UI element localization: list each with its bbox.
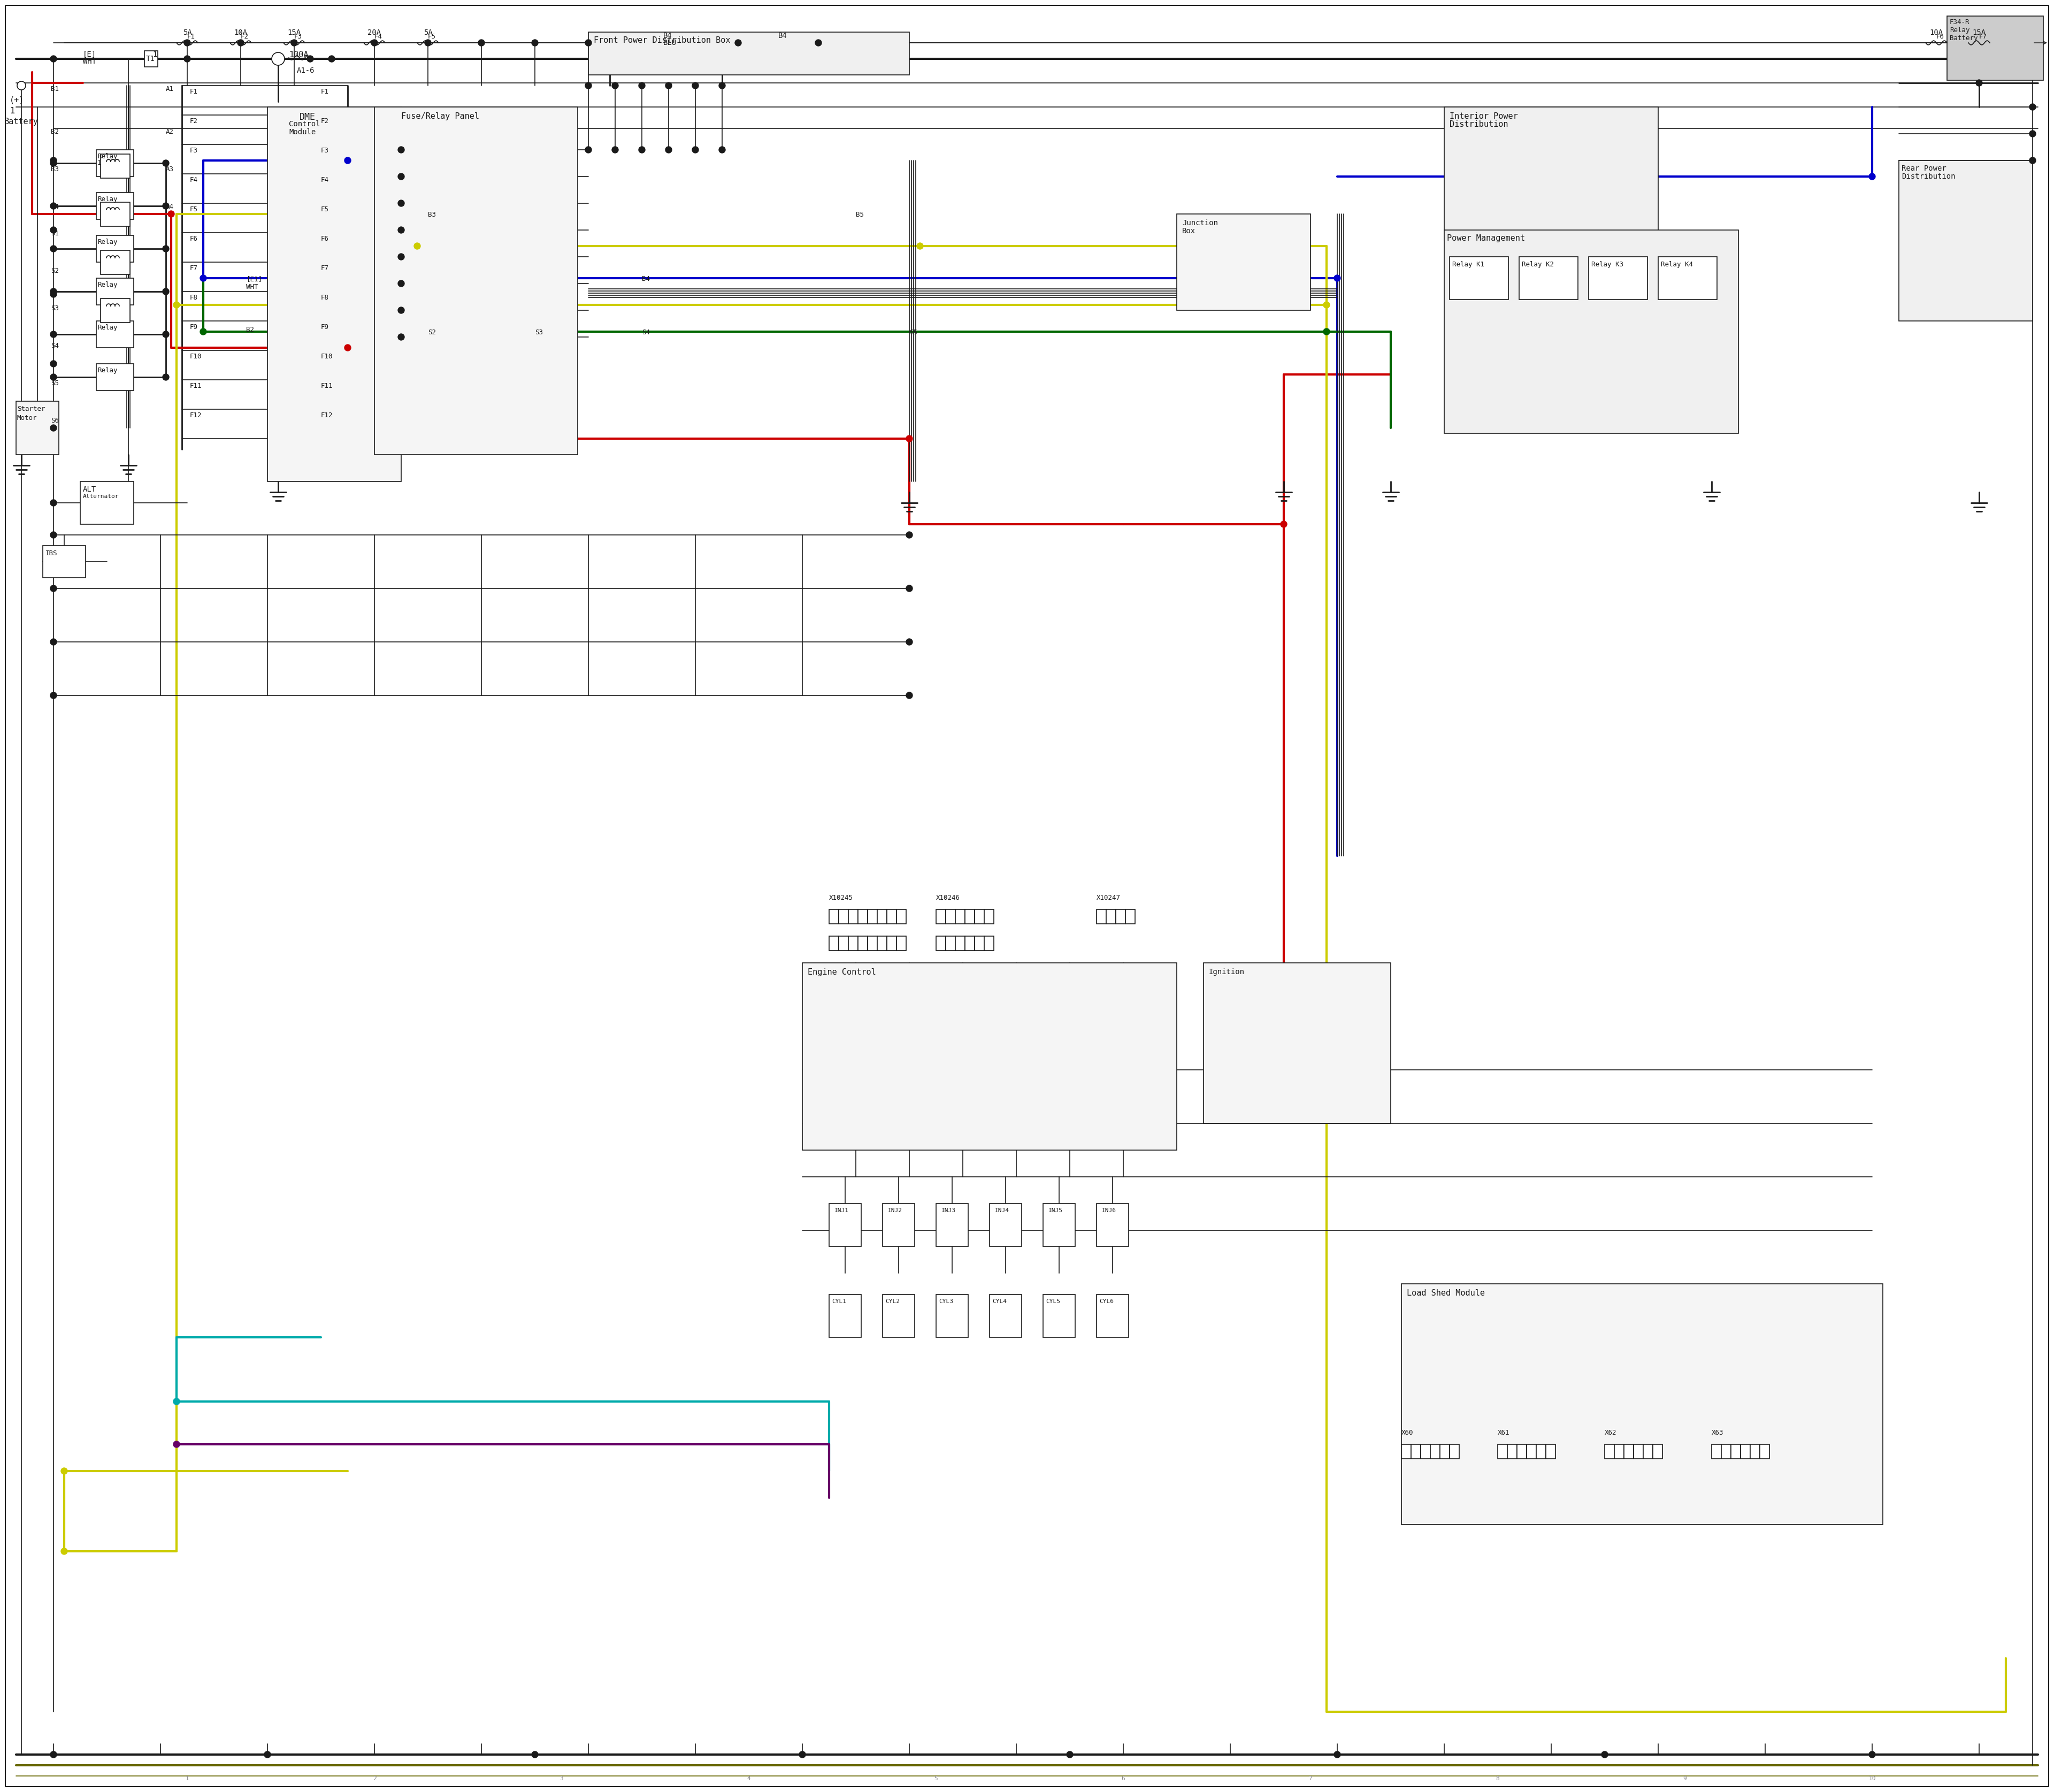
Text: 5A: 5A xyxy=(423,29,433,36)
Bar xyxy=(830,909,838,925)
Circle shape xyxy=(612,82,618,90)
Bar xyxy=(1430,1444,1440,1459)
Text: Relay K2: Relay K2 xyxy=(1522,262,1555,269)
Bar xyxy=(955,935,965,950)
Text: 1: 1 xyxy=(97,159,101,167)
Text: S3: S3 xyxy=(51,305,60,312)
Circle shape xyxy=(49,290,58,297)
Text: Module: Module xyxy=(290,129,316,136)
Text: 2: 2 xyxy=(372,1776,376,1781)
Circle shape xyxy=(49,360,58,367)
Circle shape xyxy=(585,39,592,47)
Bar xyxy=(937,1204,967,1247)
Bar xyxy=(1547,1444,1555,1459)
Text: S6: S6 xyxy=(51,418,60,425)
Circle shape xyxy=(585,147,592,152)
Bar xyxy=(101,299,129,323)
Bar xyxy=(867,909,877,925)
Bar xyxy=(1421,1444,1430,1459)
Bar xyxy=(1097,909,1107,925)
Circle shape xyxy=(585,82,592,90)
Circle shape xyxy=(49,375,58,380)
Text: F7: F7 xyxy=(189,265,197,272)
Text: 7: 7 xyxy=(1308,1776,1313,1781)
Text: F1: F1 xyxy=(320,88,329,95)
Bar xyxy=(1604,1444,1614,1459)
Text: B4: B4 xyxy=(51,202,60,210)
Circle shape xyxy=(906,435,912,443)
Circle shape xyxy=(49,228,58,233)
Circle shape xyxy=(271,52,286,65)
Text: Relay: Relay xyxy=(1949,27,1970,34)
Bar xyxy=(937,1294,967,1337)
Bar xyxy=(896,935,906,950)
Bar xyxy=(97,364,134,391)
Text: INJ1: INJ1 xyxy=(834,1208,848,1213)
Bar xyxy=(883,1204,914,1247)
Bar xyxy=(1518,1444,1526,1459)
Bar xyxy=(883,1294,914,1337)
Bar xyxy=(1097,1294,1128,1337)
Text: B4: B4 xyxy=(778,32,787,39)
Text: F8: F8 xyxy=(189,294,197,301)
Text: S5: S5 xyxy=(910,330,918,335)
Circle shape xyxy=(692,82,698,90)
Text: B4: B4 xyxy=(641,276,649,283)
Text: X61: X61 xyxy=(1497,1430,1510,1435)
Circle shape xyxy=(238,39,244,47)
Text: Relay K1: Relay K1 xyxy=(1452,262,1485,269)
Text: F6: F6 xyxy=(320,235,329,242)
Circle shape xyxy=(292,39,298,47)
Bar xyxy=(1526,1444,1536,1459)
Bar xyxy=(974,935,984,950)
Text: Box: Box xyxy=(1183,228,1195,235)
Bar xyxy=(1440,1444,1450,1459)
Circle shape xyxy=(398,201,405,206)
Bar xyxy=(859,935,867,950)
Text: F3: F3 xyxy=(320,147,329,154)
Text: S1: S1 xyxy=(51,229,60,237)
Text: 8: 8 xyxy=(1495,1776,1499,1781)
Text: F11: F11 xyxy=(320,382,333,389)
Text: X60: X60 xyxy=(1401,1430,1413,1435)
Circle shape xyxy=(639,82,645,90)
Text: F4: F4 xyxy=(189,177,197,183)
Bar xyxy=(887,935,896,950)
Text: WHT: WHT xyxy=(82,57,97,65)
Circle shape xyxy=(1333,274,1341,281)
Text: F5: F5 xyxy=(189,206,197,213)
Circle shape xyxy=(49,158,58,163)
Bar xyxy=(1711,1444,1721,1459)
Bar xyxy=(1450,256,1508,299)
Circle shape xyxy=(398,280,405,287)
Circle shape xyxy=(185,56,191,63)
Bar xyxy=(937,909,945,925)
Text: Engine Control: Engine Control xyxy=(807,968,875,977)
Bar xyxy=(830,935,838,950)
Bar xyxy=(587,32,910,75)
Text: F10: F10 xyxy=(320,353,333,360)
Circle shape xyxy=(168,211,175,217)
Text: Relay: Relay xyxy=(97,324,117,332)
Circle shape xyxy=(372,39,378,47)
Text: S3: S3 xyxy=(534,330,542,335)
Bar xyxy=(990,1294,1021,1337)
Bar xyxy=(984,909,994,925)
Text: [E1]
WHT: [E1] WHT xyxy=(246,276,263,290)
Text: Alternator: Alternator xyxy=(82,495,119,500)
Bar xyxy=(1497,1444,1508,1459)
Text: [E]: [E] xyxy=(82,50,97,59)
Bar xyxy=(80,482,134,525)
Circle shape xyxy=(185,39,191,47)
Text: A2: A2 xyxy=(166,129,175,136)
Circle shape xyxy=(425,39,431,47)
Text: S2: S2 xyxy=(51,267,60,274)
Bar xyxy=(867,935,877,950)
Text: 1: 1 xyxy=(10,108,14,115)
Bar xyxy=(1450,1444,1458,1459)
Circle shape xyxy=(692,147,698,152)
Bar xyxy=(838,909,848,925)
Circle shape xyxy=(719,147,725,152)
Bar xyxy=(97,321,134,348)
Circle shape xyxy=(906,586,912,591)
